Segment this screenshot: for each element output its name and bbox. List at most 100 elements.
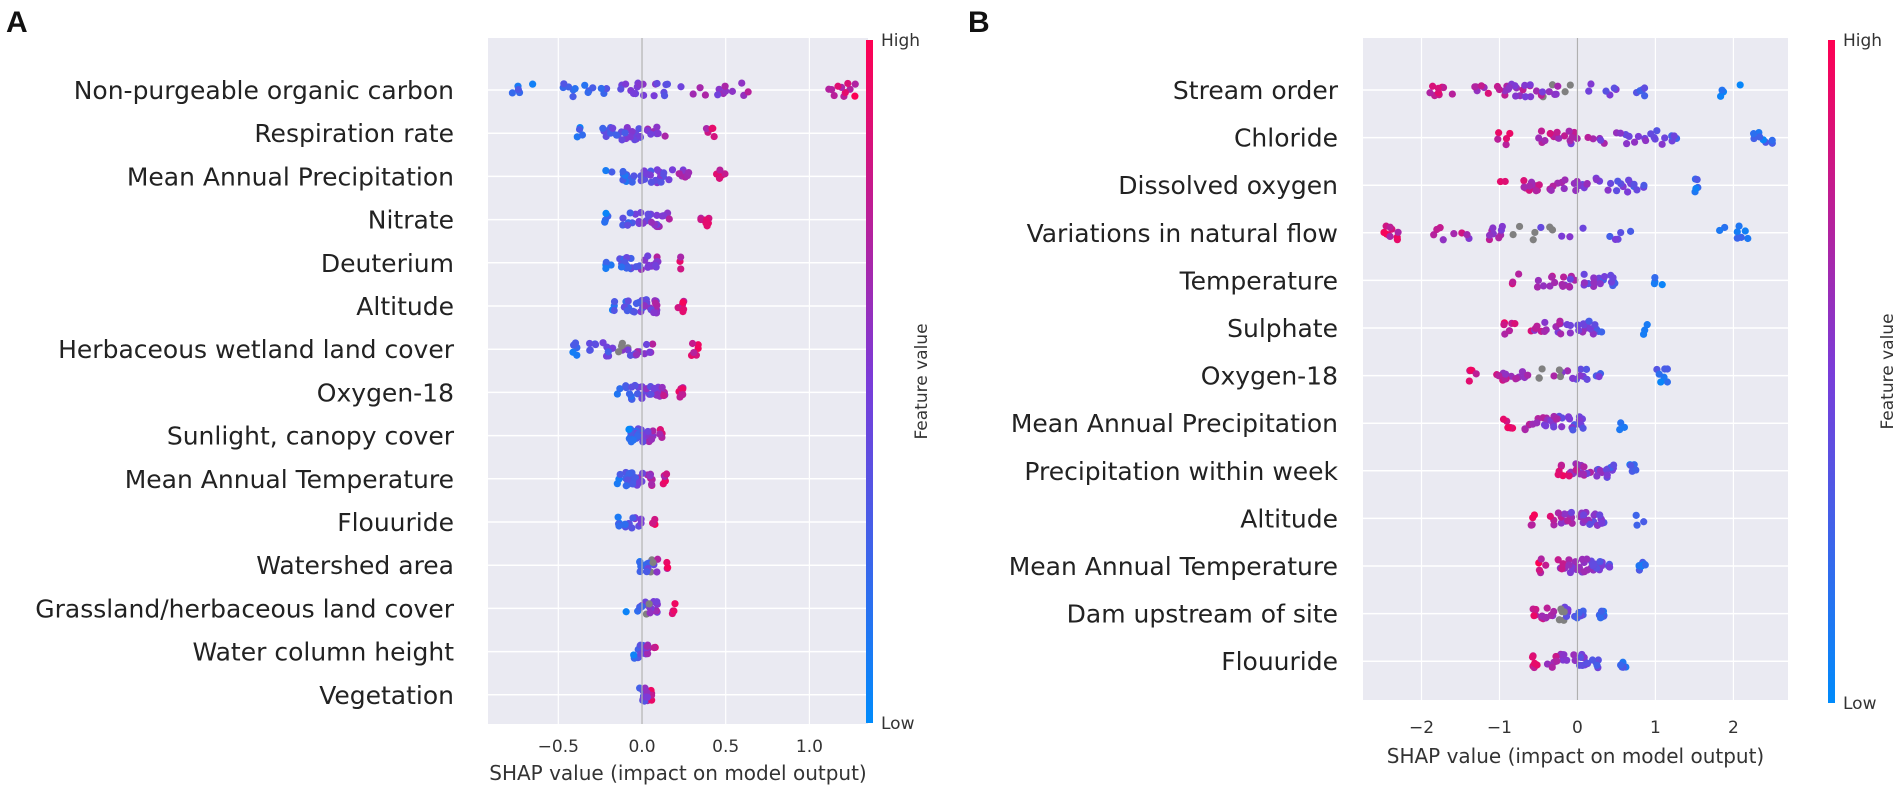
shap-point — [851, 92, 859, 100]
shap-point — [1639, 330, 1648, 338]
shap-point — [1565, 127, 1573, 135]
x-tick-label: 0.5 — [712, 737, 739, 757]
feature-label: Nitrate — [368, 206, 454, 235]
shap-point — [1477, 82, 1485, 90]
shap-point — [1609, 274, 1617, 282]
shap-point — [828, 85, 836, 94]
shap-point — [1531, 659, 1539, 668]
shap-point — [1579, 470, 1588, 478]
shap-point — [617, 263, 626, 271]
shap-point — [616, 470, 624, 479]
shap-point — [834, 82, 842, 90]
shap-point — [1756, 133, 1764, 141]
shap-point — [685, 168, 693, 177]
shap-point — [1524, 371, 1532, 379]
shap-point — [584, 88, 592, 97]
shap-point — [1448, 90, 1456, 98]
shap-point — [1530, 612, 1538, 620]
shap-point — [1733, 228, 1741, 236]
shap-point — [632, 351, 641, 359]
shap-point — [1663, 365, 1672, 373]
shap-point — [1735, 222, 1743, 230]
shap-point — [578, 131, 587, 139]
shap-point — [1532, 187, 1540, 195]
shap-point — [636, 567, 644, 576]
shap-point — [1617, 661, 1625, 669]
shap-point — [1560, 184, 1568, 193]
shap-point — [615, 348, 623, 356]
shap-point — [1604, 186, 1612, 194]
shap-point — [645, 600, 653, 608]
shap-point — [697, 215, 705, 224]
x-tick-label: 0 — [1572, 718, 1583, 738]
shap-point — [621, 129, 629, 137]
shap-point — [688, 339, 697, 348]
shap-point — [1512, 92, 1520, 100]
shap-point — [619, 214, 627, 222]
feature-label: Sunlight, canopy cover — [167, 422, 455, 451]
shap-point — [1559, 273, 1568, 281]
x-tick-label: 0.0 — [628, 737, 655, 757]
shap-point — [1538, 365, 1546, 373]
shap-point — [1529, 236, 1537, 244]
panel-letter: B — [968, 6, 990, 39]
shap-point — [625, 390, 634, 398]
shap-point — [1542, 561, 1550, 569]
shap-point — [615, 522, 623, 530]
shap-point — [633, 390, 642, 398]
shap-point — [610, 298, 619, 306]
shap-point — [1661, 134, 1669, 142]
shap-point — [701, 91, 709, 99]
shap-point — [1433, 225, 1441, 234]
shap-point — [1643, 321, 1651, 329]
shap-point — [1429, 82, 1437, 90]
feature-label: Vegetation — [319, 681, 454, 710]
shap-point — [601, 218, 609, 226]
shap-point — [1545, 88, 1553, 96]
shap-point — [1736, 81, 1744, 89]
shap-point — [602, 85, 611, 93]
shap-point — [1506, 129, 1514, 138]
shap-point — [1537, 555, 1545, 563]
shap-point — [656, 430, 664, 438]
shap-point — [624, 297, 632, 305]
shap-point — [1502, 370, 1510, 378]
shap-point — [1651, 273, 1659, 282]
panel-letter: A — [6, 6, 28, 39]
shap-point — [1565, 556, 1573, 564]
shap-point — [679, 298, 687, 307]
shap-point — [715, 174, 724, 182]
shap-point — [1505, 327, 1514, 335]
shap-point — [1603, 471, 1611, 479]
shap-point — [1564, 517, 1572, 525]
shap-point — [1586, 520, 1594, 528]
shap-point — [1590, 278, 1598, 287]
shap-point — [1597, 136, 1605, 144]
shap-point — [631, 474, 640, 482]
shap-point — [650, 384, 658, 393]
shap-point — [679, 385, 687, 393]
feature-label: Non-purgeable organic carbon — [74, 76, 454, 105]
shap-point — [1647, 130, 1655, 138]
shap-point — [623, 307, 631, 315]
shap-point — [1504, 424, 1512, 432]
feature-label: Oxygen-18 — [317, 378, 454, 407]
shap-point — [1580, 568, 1588, 576]
shap-point — [571, 85, 579, 93]
shap-point — [628, 383, 636, 391]
shap-point — [1587, 80, 1595, 88]
shap-point — [1576, 372, 1584, 380]
shap-point — [626, 209, 634, 217]
shap-point — [1593, 472, 1601, 480]
shap-point — [1580, 279, 1589, 287]
shap-point — [1546, 512, 1554, 520]
shap-point — [1566, 233, 1574, 241]
shap-point — [635, 81, 643, 89]
shap-point — [1495, 85, 1504, 94]
shap-point — [1566, 321, 1574, 330]
shap-point — [1658, 281, 1666, 289]
shap-point — [1554, 82, 1562, 90]
shap-point — [708, 124, 716, 132]
shap-point — [1534, 276, 1542, 285]
shap-point — [1450, 230, 1458, 238]
